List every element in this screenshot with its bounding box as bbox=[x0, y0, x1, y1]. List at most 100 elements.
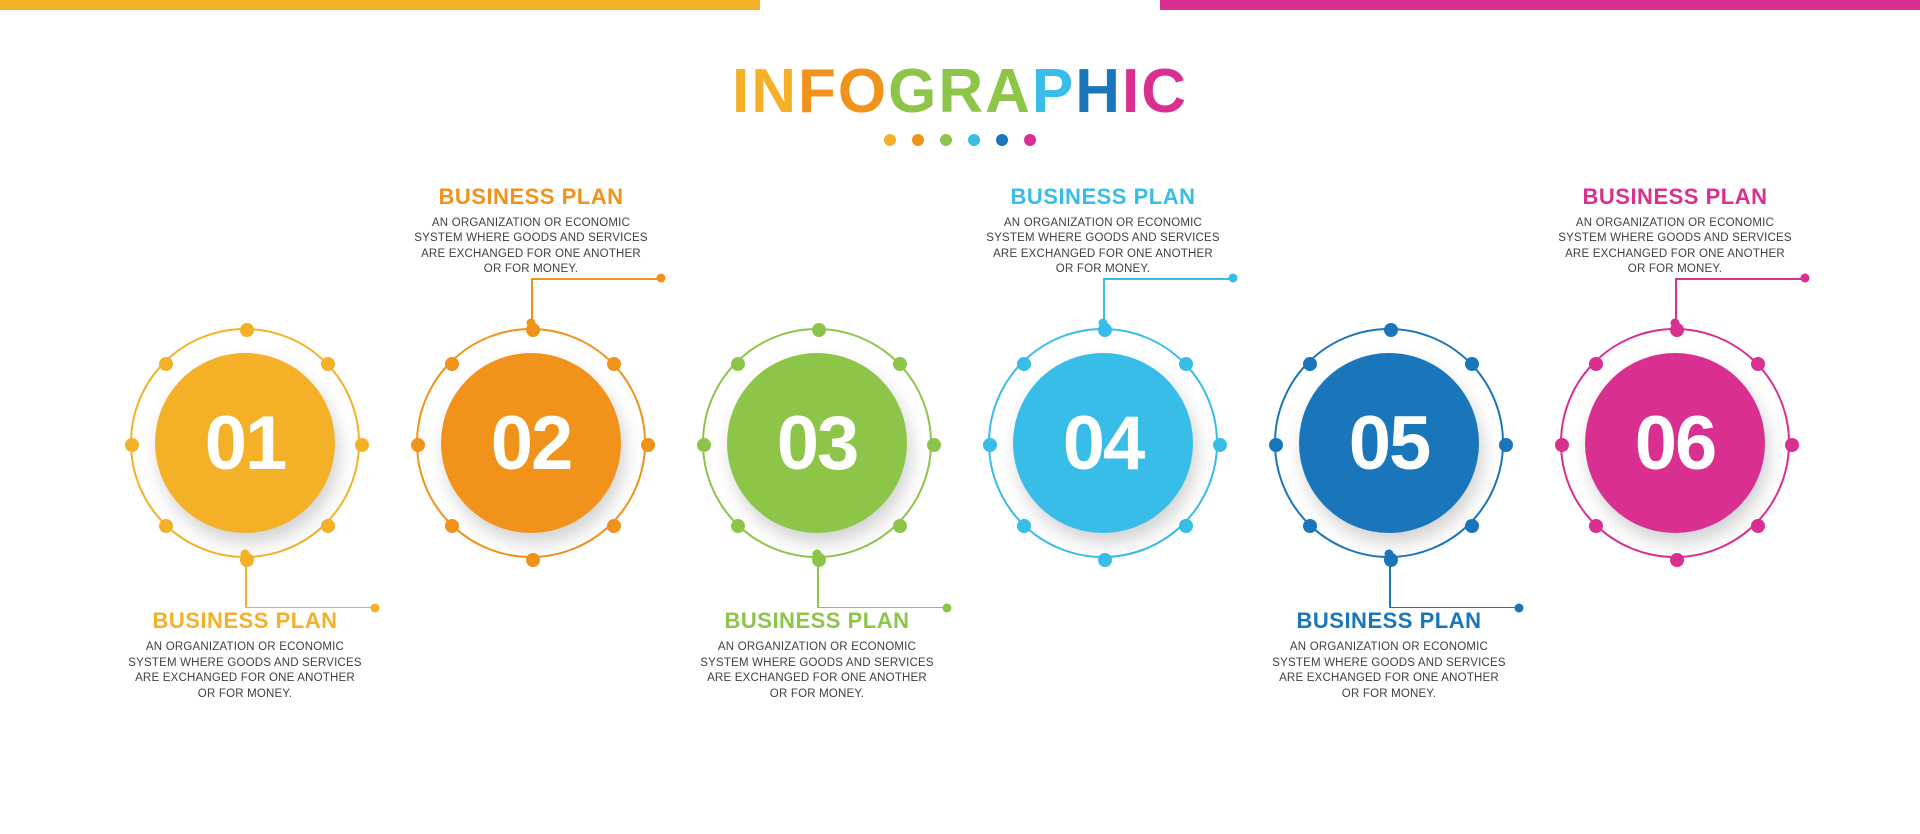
step-05: 05BUSINESS PLANAN ORGANIZATION OR ECONOM… bbox=[1274, 328, 1504, 558]
callout-body: AN ORGANIZATION OR ECONOMIC SYSTEM WHERE… bbox=[401, 216, 661, 278]
callout: BUSINESS PLAN AN ORGANIZATION OR ECONOMIC… bbox=[115, 608, 375, 702]
title-letter: O bbox=[838, 57, 888, 126]
callout: BUSINESS PLAN AN ORGANIZATION OR ECONOMIC… bbox=[401, 184, 661, 278]
title-letters: INFOGRAPHIC bbox=[0, 56, 1920, 127]
title-dots bbox=[0, 133, 1920, 151]
leader-line bbox=[461, 278, 601, 328]
orbit-dot bbox=[1384, 553, 1398, 567]
step-disc: 03 bbox=[727, 353, 907, 533]
orbit-dot bbox=[445, 519, 459, 533]
orbit-dot bbox=[1465, 357, 1479, 371]
callout-body: AN ORGANIZATION OR ECONOMIC SYSTEM WHERE… bbox=[1259, 640, 1519, 702]
orbit-dot bbox=[1017, 519, 1031, 533]
title-dot bbox=[1024, 134, 1036, 146]
orbit-dot bbox=[812, 553, 826, 567]
callout: BUSINESS PLAN AN ORGANIZATION OR ECONOMIC… bbox=[687, 608, 947, 702]
orbit-dot bbox=[731, 357, 745, 371]
step-04: 04BUSINESS PLANAN ORGANIZATION OR ECONOM… bbox=[988, 328, 1218, 558]
title-letter: N bbox=[751, 57, 798, 126]
callout-heading: BUSINESS PLAN bbox=[1259, 608, 1519, 634]
title-letter: H bbox=[1075, 57, 1122, 126]
step-disc: 01 bbox=[155, 353, 335, 533]
orbit-dot bbox=[1098, 323, 1112, 337]
orbit-dot bbox=[240, 553, 254, 567]
orbit-dot bbox=[411, 438, 425, 452]
orbit-dot bbox=[697, 438, 711, 452]
orbit-dot bbox=[607, 519, 621, 533]
callout-heading: BUSINESS PLAN bbox=[115, 608, 375, 634]
orbit-dot bbox=[1303, 357, 1317, 371]
orbit-dot bbox=[321, 357, 335, 371]
callout: BUSINESS PLAN AN ORGANIZATION OR ECONOMIC… bbox=[1259, 608, 1519, 702]
callout-heading: BUSINESS PLAN bbox=[687, 608, 947, 634]
title-dot bbox=[940, 134, 952, 146]
step-number: 06 bbox=[1635, 400, 1716, 487]
title-dot bbox=[996, 134, 1008, 146]
orbit-dot bbox=[983, 438, 997, 452]
orbit-dot bbox=[321, 519, 335, 533]
callout-body: AN ORGANIZATION OR ECONOMIC SYSTEM WHERE… bbox=[973, 216, 1233, 278]
orbit-dot bbox=[1098, 553, 1112, 567]
step-disc: 06 bbox=[1585, 353, 1765, 533]
orbit-dot bbox=[1017, 357, 1031, 371]
step-02: 02BUSINESS PLANAN ORGANIZATION OR ECONOM… bbox=[416, 328, 646, 558]
orbit-dot bbox=[526, 553, 540, 567]
step-03: 03BUSINESS PLANAN ORGANIZATION OR ECONOM… bbox=[702, 328, 932, 558]
step-disc: 04 bbox=[1013, 353, 1193, 533]
step-number: 04 bbox=[1063, 400, 1144, 487]
title-letter: P bbox=[1032, 57, 1075, 126]
callout-heading: BUSINESS PLAN bbox=[401, 184, 661, 210]
callout-heading: BUSINESS PLAN bbox=[973, 184, 1233, 210]
callout-body: AN ORGANIZATION OR ECONOMIC SYSTEM WHERE… bbox=[687, 640, 947, 702]
title-letter: I bbox=[1122, 57, 1141, 126]
leader-line bbox=[1605, 278, 1745, 328]
title-dot bbox=[912, 134, 924, 146]
orbit-dot bbox=[159, 519, 173, 533]
orbit-dot bbox=[1751, 357, 1765, 371]
orbit-dot bbox=[355, 438, 369, 452]
top-bar-left bbox=[0, 0, 760, 10]
orbit-dot bbox=[607, 357, 621, 371]
title-letter: I bbox=[732, 57, 751, 126]
orbit-dot bbox=[1179, 357, 1193, 371]
step-01: 01BUSINESS PLANAN ORGANIZATION OR ECONOM… bbox=[130, 328, 360, 558]
title-dot bbox=[884, 134, 896, 146]
orbit-dot bbox=[526, 323, 540, 337]
step-number: 03 bbox=[777, 400, 858, 487]
top-bar-right bbox=[1160, 0, 1920, 10]
title-letter: G bbox=[888, 57, 938, 126]
title-letter: R bbox=[938, 57, 985, 126]
orbit-dot bbox=[893, 357, 907, 371]
title-dot bbox=[968, 134, 980, 146]
orbit-dot bbox=[1670, 553, 1684, 567]
step-number: 02 bbox=[491, 400, 572, 487]
orbit-dot bbox=[893, 519, 907, 533]
orbit-dot bbox=[812, 323, 826, 337]
step-number: 05 bbox=[1349, 400, 1430, 487]
callout: BUSINESS PLAN AN ORGANIZATION OR ECONOMIC… bbox=[1545, 184, 1805, 278]
step-disc: 02 bbox=[441, 353, 621, 533]
orbit-dot bbox=[1670, 323, 1684, 337]
orbit-dot bbox=[1589, 519, 1603, 533]
orbit-dot bbox=[1589, 357, 1603, 371]
callout-body: AN ORGANIZATION OR ECONOMIC SYSTEM WHERE… bbox=[1545, 216, 1805, 278]
orbit-dot bbox=[159, 357, 173, 371]
orbit-dot bbox=[445, 357, 459, 371]
orbit-dot bbox=[1213, 438, 1227, 452]
orbit-dot bbox=[1555, 438, 1569, 452]
orbit-dot bbox=[1269, 438, 1283, 452]
orbit-dot bbox=[125, 438, 139, 452]
step-disc: 05 bbox=[1299, 353, 1479, 533]
orbit-dot bbox=[1785, 438, 1799, 452]
orbit-dot bbox=[1465, 519, 1479, 533]
step-number: 01 bbox=[205, 400, 286, 487]
orbit-dot bbox=[731, 519, 745, 533]
title-letter: F bbox=[798, 57, 838, 126]
callout-heading: BUSINESS PLAN bbox=[1545, 184, 1805, 210]
step-06: 06BUSINESS PLANAN ORGANIZATION OR ECONOM… bbox=[1560, 328, 1790, 558]
orbit-dot bbox=[1179, 519, 1193, 533]
leader-line bbox=[1033, 278, 1173, 328]
steps-row: 01BUSINESS PLANAN ORGANIZATION OR ECONOM… bbox=[0, 328, 1920, 558]
callout-body: AN ORGANIZATION OR ECONOMIC SYSTEM WHERE… bbox=[115, 640, 375, 702]
title-block: INFOGRAPHIC bbox=[0, 56, 1920, 151]
